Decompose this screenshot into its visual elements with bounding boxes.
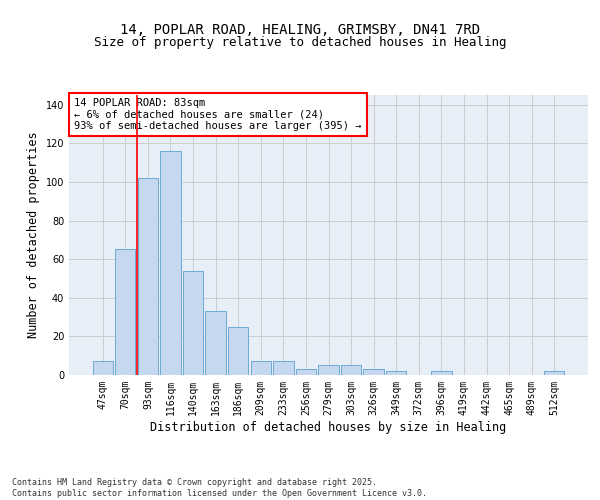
Bar	[160, 151, 181, 375]
Bar	[251, 362, 271, 375]
Bar	[544, 371, 565, 375]
Bar	[296, 369, 316, 375]
Bar	[431, 371, 452, 375]
Text: Size of property relative to detached houses in Healing: Size of property relative to detached ho…	[94, 36, 506, 49]
X-axis label: Distribution of detached houses by size in Healing: Distribution of detached houses by size …	[151, 420, 506, 434]
Bar	[364, 369, 384, 375]
Bar	[138, 178, 158, 375]
Bar	[205, 312, 226, 375]
Text: 14 POPLAR ROAD: 83sqm
← 6% of detached houses are smaller (24)
93% of semi-detac: 14 POPLAR ROAD: 83sqm ← 6% of detached h…	[74, 98, 362, 131]
Bar	[228, 326, 248, 375]
Bar	[319, 366, 338, 375]
Bar	[341, 366, 361, 375]
Bar	[115, 250, 136, 375]
Bar	[386, 371, 406, 375]
Bar	[183, 270, 203, 375]
Bar	[92, 362, 113, 375]
Text: Contains HM Land Registry data © Crown copyright and database right 2025.
Contai: Contains HM Land Registry data © Crown c…	[12, 478, 427, 498]
Y-axis label: Number of detached properties: Number of detached properties	[27, 132, 40, 338]
Bar	[273, 362, 293, 375]
Text: 14, POPLAR ROAD, HEALING, GRIMSBY, DN41 7RD: 14, POPLAR ROAD, HEALING, GRIMSBY, DN41 …	[120, 23, 480, 37]
